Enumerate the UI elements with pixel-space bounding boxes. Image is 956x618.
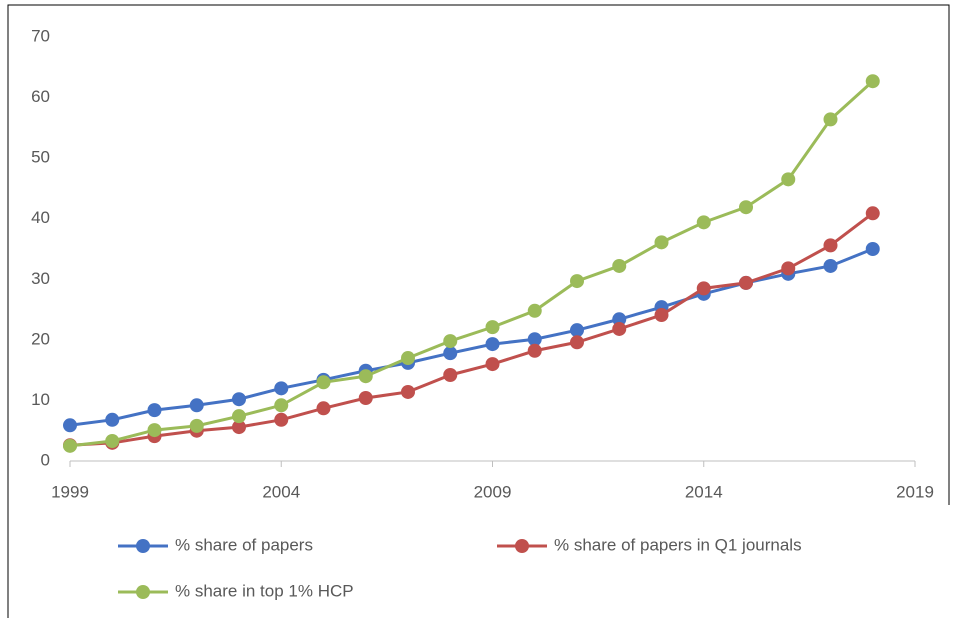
data-point	[739, 200, 753, 215]
series-line	[69, 80, 874, 448]
data-point	[527, 303, 542, 318]
legend-marker	[515, 539, 529, 553]
x-tick-label: 2009	[474, 482, 512, 501]
data-point	[696, 281, 711, 296]
data-point	[527, 343, 542, 358]
y-tick-label: 20	[31, 329, 50, 348]
y-tick-label: 10	[31, 390, 50, 409]
data-point	[612, 258, 627, 273]
legend-marker	[136, 585, 150, 599]
data-point	[781, 261, 796, 276]
data-point	[443, 367, 458, 382]
x-tick-label: 2014	[685, 482, 723, 501]
x-tick-label: 2019	[896, 482, 934, 501]
data-point	[739, 275, 753, 290]
data-point	[823, 258, 838, 273]
legend-marker	[136, 539, 150, 553]
data-point	[401, 384, 415, 399]
data-point	[485, 320, 500, 335]
data-point	[147, 403, 162, 418]
data-point	[105, 412, 120, 427]
data-point	[443, 346, 458, 361]
data-point	[654, 308, 669, 323]
data-point	[232, 409, 246, 424]
data-point	[274, 381, 289, 396]
data-point	[865, 74, 880, 89]
data-point	[232, 392, 246, 407]
y-tick-label: 50	[31, 148, 50, 167]
data-point	[570, 335, 584, 350]
data-point	[63, 418, 77, 433]
data-point	[654, 235, 669, 250]
data-point	[823, 238, 838, 253]
data-point	[823, 112, 838, 127]
data-point	[781, 172, 796, 187]
x-tick-label: 2004	[262, 482, 300, 501]
legend-label: % share of papers in Q1 journals	[554, 535, 802, 554]
y-tick-label: 40	[31, 208, 50, 227]
data-point	[865, 242, 880, 256]
data-point	[316, 401, 331, 416]
data-point	[485, 357, 500, 372]
data-point	[570, 323, 584, 338]
x-tick-label: 1999	[51, 482, 89, 501]
data-point	[105, 434, 120, 449]
y-tick-label: 60	[31, 87, 50, 106]
y-tick-label: 70	[31, 26, 50, 45]
frame	[7, 4, 950, 618]
data-point	[63, 438, 77, 453]
data-point	[485, 337, 500, 352]
y-tick-label: 30	[31, 269, 50, 288]
data-point	[189, 398, 204, 413]
data-point	[612, 312, 627, 327]
data-point	[147, 423, 162, 438]
y-tick-label: 0	[41, 450, 50, 469]
data-point	[570, 274, 584, 289]
data-point	[612, 321, 627, 336]
data-point	[358, 391, 373, 406]
data-point	[443, 334, 458, 349]
legend-label: % share in top 1% HCP	[175, 581, 354, 600]
data-point	[358, 369, 373, 384]
data-point	[274, 412, 289, 427]
data-point	[865, 206, 880, 221]
legend-label: % share of papers	[175, 535, 313, 554]
data-point	[316, 375, 331, 390]
data-point	[274, 398, 289, 413]
series-line	[69, 247, 874, 427]
series-line	[69, 212, 874, 447]
data-point	[696, 215, 711, 230]
data-point	[401, 351, 415, 366]
data-point	[189, 418, 204, 433]
data-point	[527, 332, 542, 347]
data-point	[232, 420, 246, 435]
